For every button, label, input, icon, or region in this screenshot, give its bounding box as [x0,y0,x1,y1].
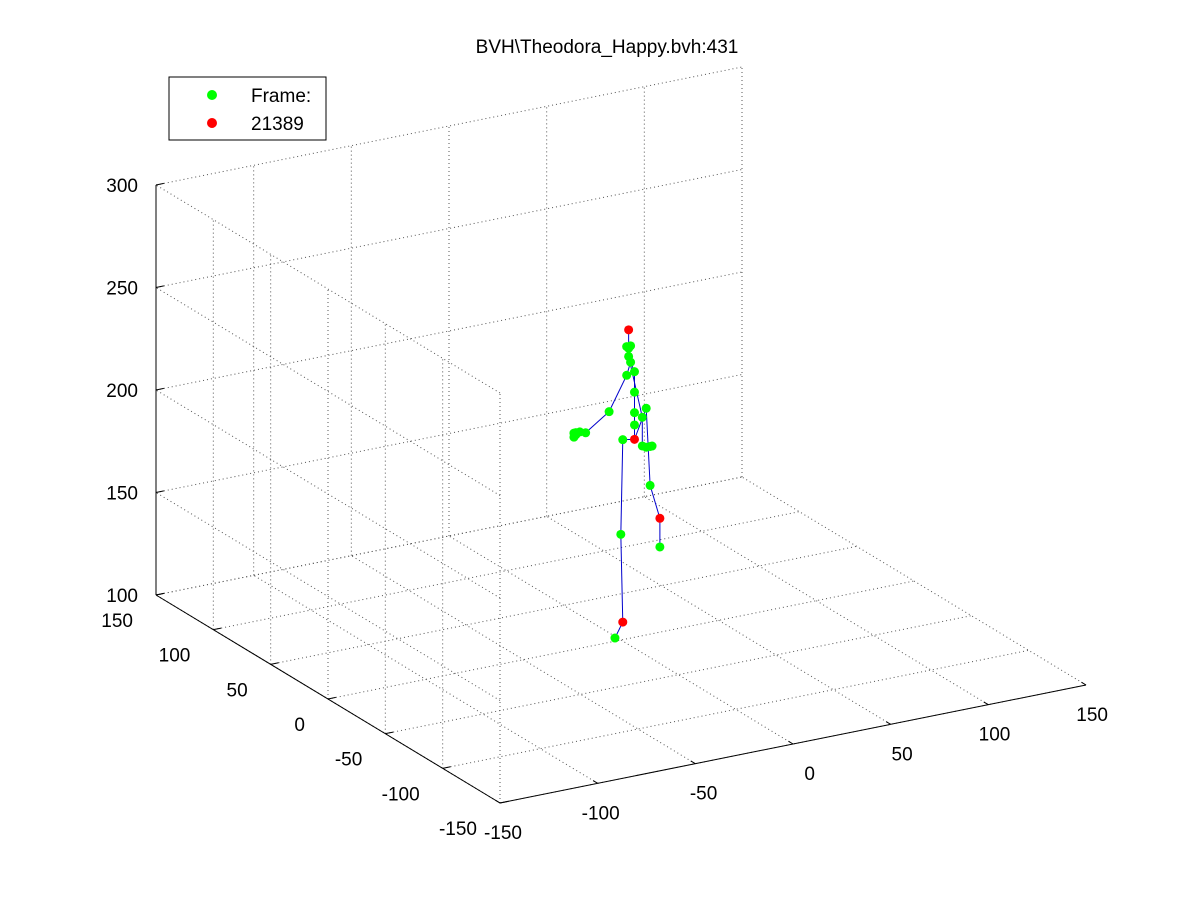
legend-box [168,76,327,141]
bone-l_shoulder-l_elbow [585,411,610,434]
y-tick-label: -100 [382,784,420,805]
joint-point-l_hip [618,435,628,445]
joint-point-l_knee [616,529,626,539]
y-tick-mark [442,766,451,769]
joint-point-r_hip [641,403,651,413]
grid-floor-x [546,515,891,725]
y-tick-mark [270,662,279,665]
joint-point-r_shoulder [637,412,647,422]
y-tick-label: 50 [227,680,248,701]
y-tick-label: 0 [294,715,305,736]
y-tick-label: 100 [159,646,191,667]
grid-floor-y [270,545,857,665]
grid-floor-x [644,496,989,706]
joint-point-neck [626,357,636,367]
x-tick-mark [788,740,794,745]
y-tick-mark [499,800,508,804]
joint-point-chest [629,408,639,418]
x-tick-mark [1081,681,1087,686]
joint-point-chest2 [629,387,639,397]
grid-left-wall-z [155,184,501,394]
grid-floor-y [385,615,972,735]
joint-point-r_ankle [655,513,665,523]
grid-floor-x [741,476,1087,686]
grid-left-wall-z [155,492,501,701]
joint-point-head_top [624,325,634,335]
z-tick-mark [155,182,164,186]
grid-floor-x [448,535,794,745]
z-tick-mark [155,490,164,493]
y-tick-label: 150 [101,611,133,632]
axis-grid [155,66,1087,804]
x-tick-label: 0 [804,764,815,785]
joint-point-l_ankle [618,617,628,627]
joint-point-spine [629,420,639,430]
z-tick-mark [155,592,164,596]
bone-l_knee-l_ankle [620,534,624,623]
legend-marker-frame [207,90,217,100]
grid-floor-x [253,574,598,784]
y-tick-mark [327,696,336,700]
z-tick-label: 300 [106,176,138,197]
legend-marker-number [207,118,217,128]
x-tick-label: -100 [582,803,620,824]
y-tick-label: -50 [335,750,362,771]
x-tick-mark [885,721,891,725]
y-tick-mark [385,731,394,735]
x-tick-label: -150 [484,823,522,844]
joint-point-l_toe [610,633,620,643]
grid-floor-y [442,649,1029,769]
z-tick-label: 100 [106,586,138,607]
x-tick-mark [690,760,696,765]
x-tick-label: 50 [892,744,913,765]
grid-back-wall-z [155,374,743,493]
x-tick-label: 100 [979,725,1011,746]
joint-point-head_r [626,341,636,351]
y-tick-mark [213,627,222,631]
x-tick-label: 150 [1076,705,1108,726]
legend: Frame: 21389 [168,76,327,141]
legend-label-number: 21389 [251,114,304,135]
z-tick-label: 250 [106,279,138,300]
z-tick-mark [155,387,164,391]
grid-left-wall-z [155,287,501,496]
joint-point-hips [629,434,639,444]
bone-r_knee-r_ankle [649,485,661,519]
joint-point-r_finger [647,441,657,451]
bone-l_collar-l_shoulder [608,375,628,412]
legend-label-frame: Frame: [251,86,311,107]
z-tick-label: 200 [106,381,138,402]
x-tick-mark [495,799,501,804]
x-tick-mark [983,701,989,706]
skeleton-joints [569,325,665,643]
grid-left-wall-z [155,389,501,599]
x-tick-mark [592,780,598,784]
y-tick-label: -150 [439,819,477,840]
joint-point-r_toe [655,542,665,552]
z-tick-mark [155,285,164,288]
joint-point-l_shoulder [604,407,614,417]
grid-floor-y [213,511,800,631]
joint-point-l_finger3 [569,428,579,438]
bone-l_hip-l_knee [620,439,624,535]
joint-point-r_knee [645,480,655,490]
z-tick-label: 150 [106,484,138,505]
axes-box [155,182,1087,804]
chart-title: BVH\Theodora_Happy.bvh:431 [476,37,739,58]
grid-floor-x [351,555,696,765]
joint-point-chest3 [629,367,639,377]
joint-point-l_collar [622,370,632,380]
x-tick-label: -50 [690,784,717,805]
